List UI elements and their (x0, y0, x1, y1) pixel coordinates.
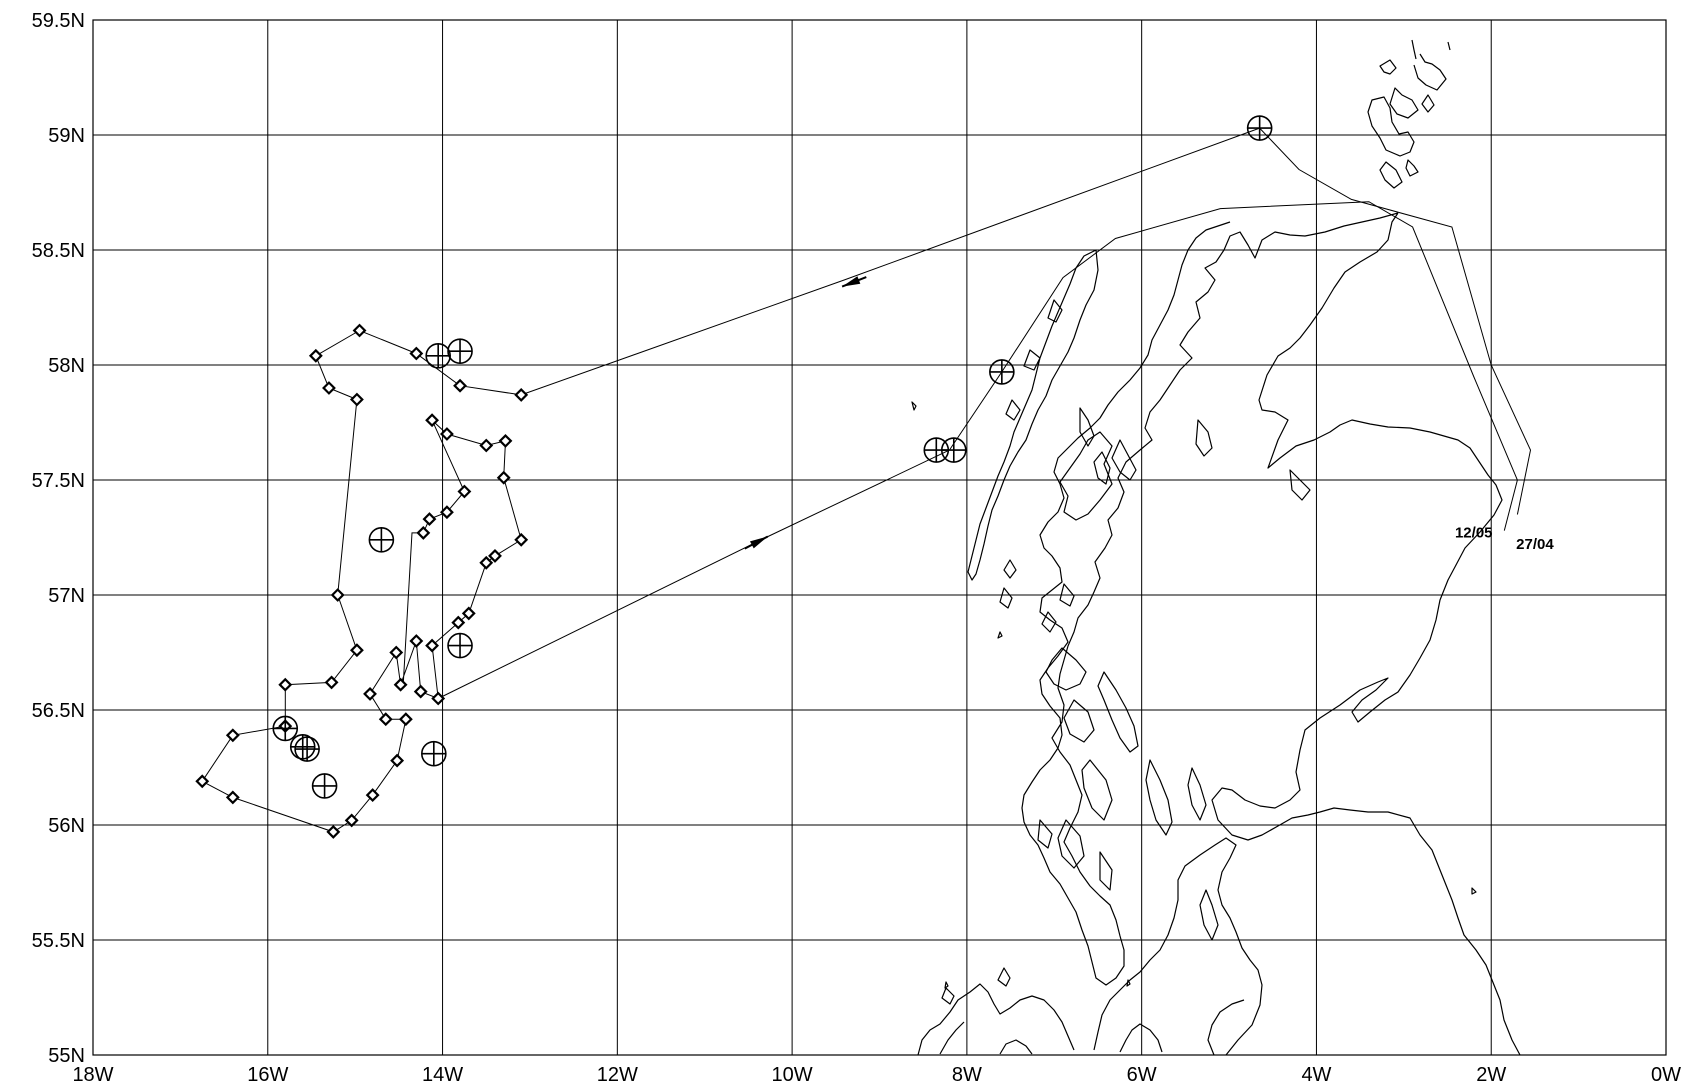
station-marker (389, 645, 404, 660)
plot-frame (92, 19, 1667, 1056)
y-tick-label: 59N (48, 125, 85, 147)
station-marker (461, 606, 476, 621)
y-tick-label: 58.5N (32, 240, 85, 262)
x-tick-label: 2W (1476, 1064, 1506, 1086)
coast-outer-hebrides (967, 249, 1099, 609)
station-marker (498, 433, 513, 448)
x-tick-label: 18W (72, 1064, 113, 1086)
route-coast-27-04 (1259, 127, 1532, 515)
station-marker (278, 677, 293, 692)
route-return-line (521, 127, 1260, 396)
x-tick-label: 6W (1127, 1064, 1157, 1086)
station-marker (308, 348, 323, 363)
station-marker (514, 532, 529, 547)
station-marker (393, 677, 408, 692)
y-tick-label: 55N (48, 1045, 85, 1067)
y-tick-label: 59.5N (32, 10, 85, 32)
station-marker (514, 387, 529, 402)
crossed-circle-marker (447, 632, 473, 659)
station-marker (225, 790, 240, 805)
crossed-circle-marker (294, 736, 320, 762)
direction-arrow-shaft (744, 535, 769, 550)
survey-track-line (201, 329, 522, 833)
x-tick-label: 8W (952, 1064, 982, 1086)
y-axis-tick-labels: 55N 55.5N 56N 56.5N 57N 57.5N 58N 58.5N 59N 59.5N (32, 10, 85, 1067)
station-marker (322, 381, 336, 395)
station-marker (413, 684, 428, 699)
x-tick-label: 16W (247, 1064, 288, 1086)
station-marker (457, 484, 472, 499)
y-tick-label: 56.5N (32, 700, 85, 722)
station-marker (409, 634, 424, 648)
date-label: 27/04 (1516, 536, 1554, 553)
station-marker (324, 675, 339, 690)
station-marker (431, 691, 446, 706)
crossed-circle-marker (421, 740, 447, 767)
route-coast-12-05 (948, 201, 1518, 531)
crossed-circle-marker (1246, 115, 1273, 141)
x-tick-label: 14W (422, 1064, 463, 1086)
crossed-circle-marker (272, 715, 299, 742)
y-tick-label: 56N (48, 815, 85, 837)
station-marker (416, 525, 431, 540)
crossed-circle-marker (447, 338, 473, 365)
x-tick-label: 4W (1301, 1064, 1331, 1086)
x-tick-label: 10W (772, 1064, 813, 1086)
station-marker (425, 638, 439, 653)
x-tick-label: 0W (1651, 1064, 1681, 1086)
station-marker (422, 512, 437, 527)
station-marker (479, 438, 494, 453)
crossed-circle-marker (289, 733, 316, 760)
coast-orkney (1367, 39, 1451, 189)
station-marker (453, 378, 467, 393)
station-marker (352, 323, 367, 338)
station-marker (496, 470, 511, 485)
station-marker (365, 788, 380, 803)
station-marker (344, 813, 359, 828)
station-marker (378, 712, 393, 727)
station-marker (330, 588, 345, 602)
coast-northern-ireland (917, 967, 1163, 1056)
station-marker (439, 427, 454, 441)
x-axis-tick-labels: 18W 16W 14W 12W 10W 8W 6W 4W 2W 0W (72, 1064, 1681, 1086)
y-tick-label: 55.5N (32, 930, 85, 952)
station-marker (398, 712, 413, 727)
x-tick-label: 12W (597, 1064, 638, 1086)
station-marker (349, 392, 364, 407)
station-marker (349, 643, 364, 658)
station-marker (425, 413, 439, 428)
station-marker (451, 615, 466, 630)
crossed-circle-markers (272, 115, 1273, 799)
station-marker (363, 686, 377, 701)
station-marker (488, 548, 502, 563)
station-marker (439, 505, 454, 520)
station-marker (195, 774, 210, 789)
date-annotations: 12/05 27/04 (1455, 525, 1554, 554)
crossed-circle-marker (425, 342, 451, 369)
direction-arrows (744, 276, 867, 550)
coast-lochs (1079, 407, 1311, 941)
station-marker (225, 728, 240, 743)
crossed-circle-marker (368, 526, 395, 553)
coastline-scotland (911, 39, 1521, 1056)
y-tick-label: 57N (48, 585, 85, 607)
date-label: 12/05 (1455, 525, 1493, 542)
coast-mainland (1021, 212, 1521, 1056)
crossed-circle-marker (940, 437, 967, 463)
station-marker (409, 346, 424, 361)
crossed-circle-marker (311, 773, 338, 799)
station-marker (479, 555, 494, 570)
coast-inner-hebrides (1037, 431, 1113, 891)
coast-small-islets (911, 401, 1477, 989)
survey-stations (195, 323, 529, 839)
station-marker (326, 824, 341, 839)
y-tick-label: 58N (48, 355, 85, 377)
direction-arrow-shaft (841, 276, 867, 288)
y-tick-label: 57.5N (32, 470, 85, 492)
station-marker (390, 753, 405, 768)
crossed-circle-marker (989, 359, 1015, 385)
